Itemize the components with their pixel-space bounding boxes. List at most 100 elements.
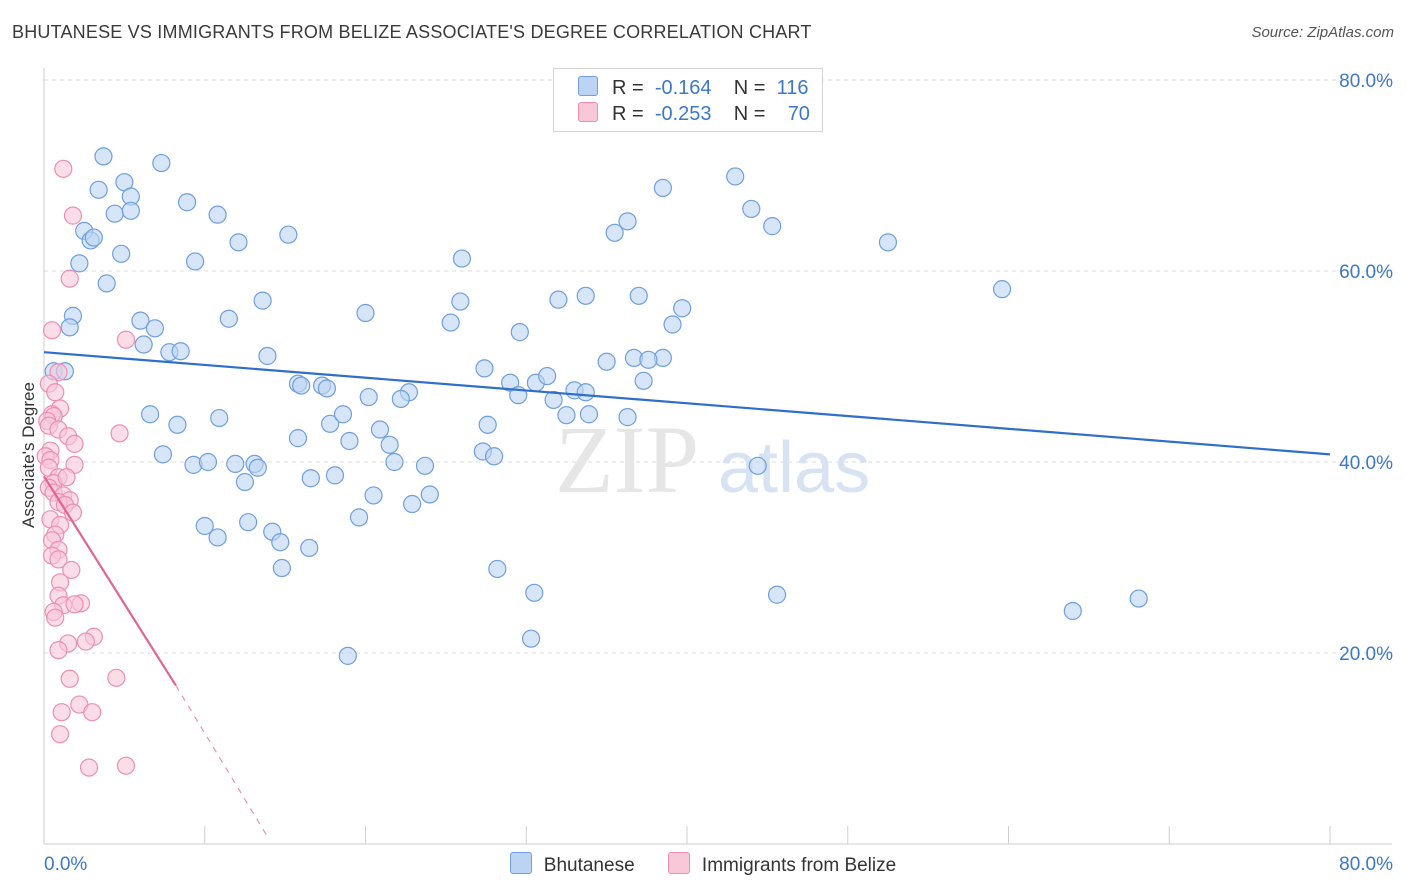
bhutanese-point — [618, 408, 637, 427]
bhutanese-point — [992, 280, 1012, 299]
belize-point — [116, 756, 136, 775]
belize-point — [49, 641, 68, 660]
belize-swatch — [578, 102, 598, 122]
belize-point — [107, 668, 126, 687]
belize-trend-line — [43, 475, 177, 687]
bhutanese-point — [510, 323, 529, 342]
bhutanese-point — [333, 405, 353, 424]
bhutanese-point — [140, 405, 160, 424]
bhutanese-point — [452, 249, 472, 268]
legend-row-bhutanese: R = -0.164 N = 116 — [578, 76, 808, 100]
belize-point — [65, 434, 84, 453]
bhutanese-point — [195, 516, 214, 536]
bhutanese-point — [60, 318, 79, 337]
bhutanese-point — [451, 292, 470, 311]
bhutanese-point — [359, 387, 378, 407]
bhutanese-point — [317, 379, 337, 398]
bhutanese-point — [253, 291, 272, 310]
belize-point — [63, 206, 83, 225]
bhutanese-point — [380, 435, 399, 454]
bhutanese-point — [763, 217, 782, 236]
belize-point — [110, 424, 129, 443]
bhutanese-point — [171, 342, 190, 361]
belize-r-value: -0.253 — [654, 103, 712, 125]
bhutanese-point — [634, 371, 653, 390]
series-legend: Bhutanese Immigrants from Belize — [0, 852, 1406, 877]
bhutanese-point — [488, 559, 507, 579]
bhutanese-point — [391, 389, 410, 409]
bhutanese-point — [177, 193, 197, 212]
bhutanese-point — [364, 486, 383, 505]
bhutanese-point — [485, 447, 504, 466]
y-tick-label: 80.0% — [1339, 71, 1393, 92]
bhutanese-point — [441, 313, 460, 332]
belize-point — [54, 159, 73, 178]
bhutanese-point — [557, 406, 576, 425]
bhutanese-point — [338, 646, 357, 665]
bhutanese-point — [748, 456, 767, 475]
bhutanese-point — [597, 352, 616, 371]
watermark: ZIP atlas — [555, 406, 870, 513]
bhutanese-point — [549, 290, 568, 309]
bhutanese-point — [219, 309, 238, 328]
bhutanese-point — [663, 315, 682, 334]
bhutanese-point — [605, 223, 624, 242]
bhutanese-point — [525, 583, 544, 602]
belize-point — [46, 383, 65, 402]
belize-point — [116, 330, 136, 349]
bhutanese-point — [420, 485, 439, 504]
bhutanese-point — [321, 414, 340, 433]
bhutanese-point — [229, 233, 248, 252]
bhutanese-point — [478, 415, 497, 434]
bhutanese-point — [767, 585, 787, 604]
belize-point — [60, 269, 79, 288]
bhutanese-point — [186, 252, 205, 271]
belize-point — [62, 560, 81, 580]
bhutanese-trend-line — [43, 351, 1331, 456]
source-label: Source: ZipAtlas.com — [1251, 24, 1394, 41]
y-axis-label: Associate's Degree — [19, 382, 38, 528]
bhutanese-point — [385, 452, 404, 472]
bhutanese-point — [639, 350, 658, 369]
bhutanese-point — [152, 153, 171, 173]
bhutanese-point — [208, 205, 227, 224]
bhutanese-point — [415, 456, 435, 475]
belize-point — [65, 595, 84, 614]
bhutanese-point — [279, 225, 298, 244]
belize-point — [42, 321, 62, 340]
bhutanese-point — [576, 383, 595, 402]
bhutanese-point — [1129, 589, 1148, 608]
bhutanese-point — [235, 472, 255, 492]
bhutanese-point — [271, 533, 290, 552]
grid-lines — [44, 79, 1392, 654]
bhutanese-point — [618, 212, 637, 231]
bhutanese-point — [84, 228, 103, 247]
bhutanese-point — [742, 199, 761, 219]
bhutanese-point — [878, 233, 898, 252]
x-tick-label: 80.0% — [1339, 854, 1393, 875]
belize-point — [57, 468, 76, 487]
bhutanese-point — [248, 458, 267, 477]
legend-item-bhutanese[interactable]: Bhutanese — [509, 852, 635, 877]
tick-labels: 20.0% 40.0% 60.0% 80.0% 0.0% 80.0% — [44, 71, 1393, 875]
bhutanese-point — [653, 178, 672, 198]
bhutanese-point — [349, 508, 369, 527]
bhutanese-point — [538, 366, 557, 386]
legend-item-belize[interactable]: Immigrants from Belize — [667, 852, 896, 877]
bhutanese-point — [325, 466, 345, 485]
x-tick-label: 0.0% — [44, 854, 87, 875]
bhutanese-legend-swatch — [509, 852, 532, 874]
bhutanese-n-value: 116 — [776, 77, 809, 99]
bhutanese-point — [340, 431, 359, 451]
bhutanese-point — [403, 494, 422, 514]
belize-trend-extension — [175, 685, 270, 840]
bhutanese-point — [258, 346, 277, 366]
bhutanese-point — [726, 167, 745, 186]
belize-point — [79, 758, 99, 777]
bhutanese-point — [198, 452, 218, 472]
bhutanese-point — [288, 429, 308, 448]
bhutanese-point — [121, 201, 140, 220]
belize-point — [83, 703, 102, 722]
bhutanese-point — [97, 274, 116, 293]
